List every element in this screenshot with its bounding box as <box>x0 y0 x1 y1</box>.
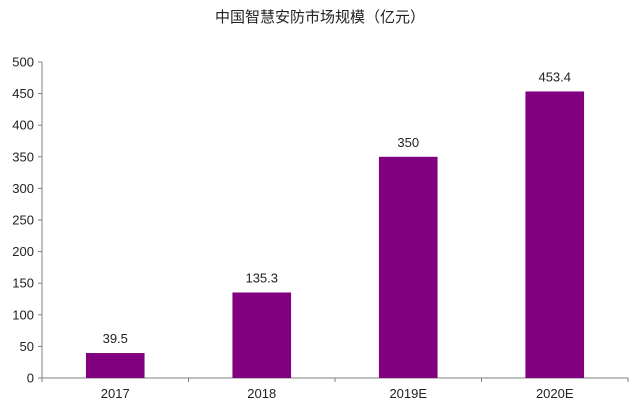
x-tick-label-2019E: 2019E <box>389 386 427 401</box>
y-tick-label: 50 <box>20 339 34 354</box>
data-labels: 39.5 135.3 350 453.4 <box>103 69 571 346</box>
x-tick-label-2018: 2018 <box>247 386 276 401</box>
y-tick-label: 0 <box>27 371 34 386</box>
data-label-2017: 39.5 <box>103 331 128 346</box>
bars <box>85 91 585 378</box>
data-label-2020E: 453.4 <box>538 69 571 84</box>
y-tick-label: 350 <box>12 149 34 164</box>
x-tick-label-2017: 2017 <box>101 386 130 401</box>
y-axis-ticks: 0 50 100 150 200 250 300 350 400 450 500 <box>12 55 42 386</box>
data-label-2019E: 350 <box>397 135 419 150</box>
chart-title: 中国智慧安防市场规模（亿元） <box>215 8 425 26</box>
y-tick-label: 100 <box>12 307 34 322</box>
bar-2020E <box>525 91 585 378</box>
y-tick-label: 250 <box>12 213 34 228</box>
bar-2018 <box>232 292 292 378</box>
bar-2019E <box>378 156 438 378</box>
bar-2017 <box>85 353 145 378</box>
y-tick-label: 500 <box>12 55 34 70</box>
y-tick-label: 300 <box>12 181 34 196</box>
y-tick-label: 150 <box>12 276 34 291</box>
y-tick-label: 200 <box>12 244 34 259</box>
y-tick-label: 400 <box>12 118 34 133</box>
x-axis-ticks: 2017 2018 2019E 2020E <box>41 378 629 401</box>
y-tick-label: 450 <box>12 86 34 101</box>
x-tick-label-2020E: 2020E <box>536 386 574 401</box>
data-label-2018: 135.3 <box>245 270 278 285</box>
